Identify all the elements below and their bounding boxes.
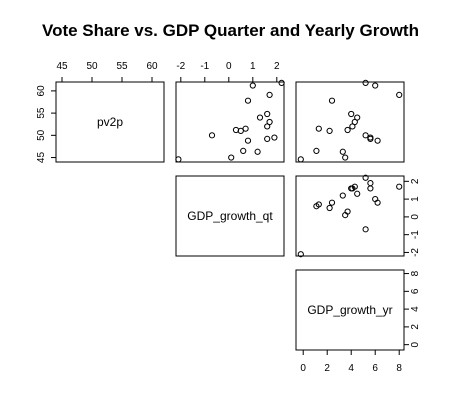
right-tick-label-GDP_growth_yr-0: 0 (410, 341, 421, 347)
right-tick-label-GDP_growth_yr-1: 2 (410, 324, 421, 330)
point-pv2p-vs-GDP_growth_qt-1 (278, 79, 285, 86)
bottom-tick-label-GDP_growth_yr-0: 0 (300, 363, 306, 374)
point-GDP_growth_qt-vs-GDP_growth_yr-5 (354, 190, 361, 197)
point-pv2p-vs-GDP_growth_yr-2 (396, 91, 403, 98)
point-pv2p-vs-GDP_growth_qt-15 (240, 147, 247, 154)
panel-box-yr-vs-pv2p (295, 81, 405, 163)
point-pv2p-vs-GDP_growth_qt-10 (237, 127, 244, 134)
point-GDP_growth_qt-vs-GDP_growth_yr-14 (374, 199, 381, 206)
point-pv2p-vs-GDP_growth_qt-4 (264, 110, 271, 118)
point-pv2p-vs-GDP_growth_yr-3 (328, 97, 336, 104)
point-GDP_growth_qt-vs-GDP_growth_yr-1 (362, 174, 369, 181)
left-tick-label-pv2p-1: 50 (36, 129, 47, 141)
point-pv2p-vs-GDP_growth_qt-14 (244, 137, 252, 144)
right-tick-label-GDP_growth_yr-4: 8 (410, 270, 421, 276)
axis-ticks: 45 50 55 60 -2 -1 0 1 2 0 2 4 6 8 45 50 55 60 -2 -1 0 1 2 0 2 4 6 8 (36, 61, 421, 374)
top-tick-label-GDP_growth_qt-1: -1 (200, 61, 209, 72)
top-tick-label-GDP_growth_qt-2: 0 (226, 61, 232, 72)
point-GDP_growth_qt-vs-GDP_growth_yr-18 (297, 251, 304, 258)
point-pv2p-vs-GDP_growth_qt-8 (242, 125, 249, 132)
top-tick-label-pv2p-3: 60 (146, 61, 158, 72)
var-label-gdp-growth-yr: GDP_growth_yr (307, 303, 392, 317)
bottom-tick-label-GDP_growth_yr-2: 4 (348, 363, 354, 374)
point-pv2p-vs-GDP_growth_yr-17 (342, 154, 349, 161)
panel-box-pv2p (55, 81, 165, 163)
point-pv2p-vs-GDP_growth_qt-3 (244, 97, 252, 104)
top-tick-label-pv2p-0: 45 (56, 61, 68, 72)
point-pv2p-vs-GDP_growth_yr-4 (348, 110, 355, 118)
point-pv2p-vs-GDP_growth_yr-18 (297, 156, 304, 163)
point-GDP_growth_qt-vs-GDP_growth_yr-16 (339, 192, 346, 199)
point-pv2p-vs-GDP_growth_yr-8 (315, 125, 322, 132)
var-label-pv2p: pv2p (97, 115, 123, 129)
point-GDP_growth_qt-vs-GDP_growth_yr-2 (396, 183, 403, 190)
point-pv2p-vs-GDP_growth_qt-5 (256, 114, 264, 121)
top-tick-label-pv2p-2: 55 (116, 61, 128, 72)
right-tick-label-GDP_growth_yr-3: 6 (410, 288, 421, 294)
point-GDP_growth_qt-vs-GDP_growth_yr-11 (362, 226, 369, 233)
point-pv2p-vs-GDP_growth_qt-17 (228, 154, 235, 161)
bottom-tick-label-GDP_growth_yr-1: 2 (324, 363, 330, 374)
right-tick-label-GDP_growth_yr-2: 4 (410, 306, 421, 312)
point-pv2p-vs-GDP_growth_qt-2 (266, 91, 273, 98)
point-GDP_growth_qt-vs-GDP_growth_yr-3 (328, 199, 336, 206)
point-GDP_growth_qt-vs-GDP_growth_yr-15 (313, 203, 320, 210)
panel-box-qt-vs-pv2p (175, 81, 285, 163)
point-pv2p-vs-GDP_growth_qt-11 (208, 132, 216, 139)
right-tick-label-GDP_growth_qt-2: 0 (410, 214, 421, 220)
panel-box-yr-vs-qt (295, 175, 405, 257)
point-pv2p-vs-GDP_growth_yr-15 (313, 147, 320, 154)
top-tick-label-GDP_growth_qt-4: 2 (274, 61, 280, 72)
bottom-tick-label-GDP_growth_yr-4: 8 (396, 363, 402, 374)
point-pv2p-vs-GDP_growth_qt-7 (264, 123, 271, 130)
panel-box-yr (295, 269, 405, 351)
right-tick-label-GDP_growth_qt-3: 1 (410, 196, 421, 202)
point-pv2p-vs-GDP_growth_yr-10 (326, 127, 333, 134)
point-pv2p-vs-GDP_growth_yr-9 (344, 126, 351, 134)
point-pv2p-vs-GDP_growth_qt-16 (254, 148, 261, 155)
right-tick-label-GDP_growth_qt-1: -1 (410, 230, 421, 239)
point-pv2p-vs-GDP_growth_qt-18 (175, 156, 182, 163)
point-pv2p-vs-GDP_growth_qt-0 (249, 82, 256, 89)
point-pv2p-vs-GDP_growth_yr-1 (362, 79, 369, 86)
point-GDP_growth_qt-vs-GDP_growth_yr-17 (342, 212, 349, 219)
point-pv2p-vs-GDP_growth_yr-13 (367, 135, 374, 142)
var-label-gdp-growth-qt: GDP_growth_qt (187, 209, 273, 223)
point-GDP_growth_qt-vs-GDP_growth_yr-13 (367, 185, 374, 192)
point-pv2p-vs-GDP_growth_yr-16 (339, 148, 346, 155)
left-tick-label-pv2p-0: 45 (36, 152, 47, 164)
top-tick-label-GDP_growth_qt-3: 1 (250, 61, 256, 72)
point-GDP_growth_qt-vs-GDP_growth_yr-12 (367, 180, 374, 187)
point-pv2p-vs-GDP_growth_qt-9 (232, 126, 240, 134)
top-tick-label-GDP_growth_qt-0: -2 (176, 61, 185, 72)
top-tick-label-pv2p-1: 50 (86, 61, 98, 72)
right-tick-label-GDP_growth_qt-4: 2 (410, 178, 421, 184)
bottom-tick-label-GDP_growth_yr-3: 6 (372, 363, 378, 374)
panel-box-qt (175, 175, 285, 257)
scatter-points (175, 79, 403, 258)
left-tick-label-pv2p-2: 55 (36, 107, 47, 119)
point-pv2p-vs-GDP_growth_yr-7 (349, 123, 356, 130)
point-pv2p-vs-GDP_growth_qt-13 (264, 135, 271, 142)
right-tick-label-GDP_growth_qt-0: -2 (410, 248, 421, 257)
point-GDP_growth_qt-vs-GDP_growth_yr-10 (326, 204, 333, 212)
chart-title: Vote Share vs. GDP Quarter and Yearly Gr… (42, 21, 419, 40)
point-pv2p-vs-GDP_growth_yr-0 (372, 82, 379, 89)
point-GDP_growth_qt-vs-GDP_growth_yr-7 (349, 185, 356, 192)
left-tick-label-pv2p-3: 60 (36, 85, 47, 97)
point-pv2p-vs-GDP_growth_yr-11 (362, 132, 369, 139)
point-pv2p-vs-GDP_growth_qt-12 (271, 134, 278, 141)
point-pv2p-vs-GDP_growth_yr-14 (374, 137, 381, 144)
